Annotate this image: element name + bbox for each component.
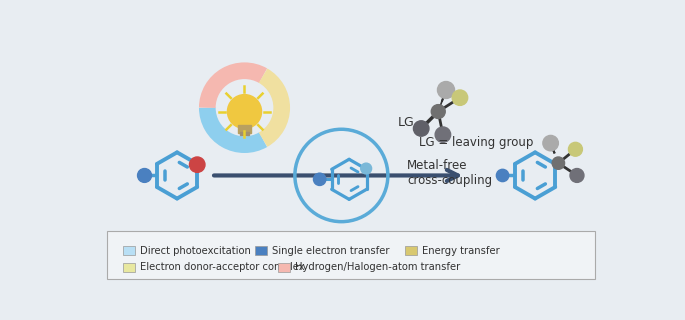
Text: Electron donor-acceptor complex: Electron donor-acceptor complex <box>140 262 305 272</box>
Text: cross-coupling: cross-coupling <box>408 174 493 187</box>
Text: Hydrogen/Halogen-atom transfer: Hydrogen/Halogen-atom transfer <box>295 262 460 272</box>
Bar <box>240 132 249 135</box>
Text: Metal-free: Metal-free <box>408 159 468 172</box>
FancyBboxPatch shape <box>278 263 290 272</box>
Circle shape <box>543 135 558 151</box>
Text: Energy transfer: Energy transfer <box>422 245 500 256</box>
Circle shape <box>497 169 509 182</box>
FancyBboxPatch shape <box>108 231 595 279</box>
Circle shape <box>227 95 262 129</box>
FancyBboxPatch shape <box>405 246 417 255</box>
FancyBboxPatch shape <box>255 246 267 255</box>
Text: LG = leaving group: LG = leaving group <box>419 136 533 149</box>
Circle shape <box>552 157 564 169</box>
Circle shape <box>569 142 582 156</box>
Circle shape <box>361 163 371 174</box>
FancyBboxPatch shape <box>123 246 135 255</box>
Text: Single electron transfer: Single electron transfer <box>272 245 389 256</box>
Circle shape <box>438 82 455 99</box>
Bar <box>238 125 251 133</box>
Text: Direct photoexcitation: Direct photoexcitation <box>140 245 251 256</box>
Circle shape <box>190 157 205 172</box>
Circle shape <box>435 127 451 142</box>
Circle shape <box>570 169 584 182</box>
Circle shape <box>452 90 468 105</box>
Circle shape <box>314 173 326 186</box>
Circle shape <box>138 169 151 182</box>
FancyBboxPatch shape <box>123 263 135 272</box>
Text: LG: LG <box>397 116 414 129</box>
Circle shape <box>414 121 429 136</box>
Circle shape <box>432 105 445 118</box>
